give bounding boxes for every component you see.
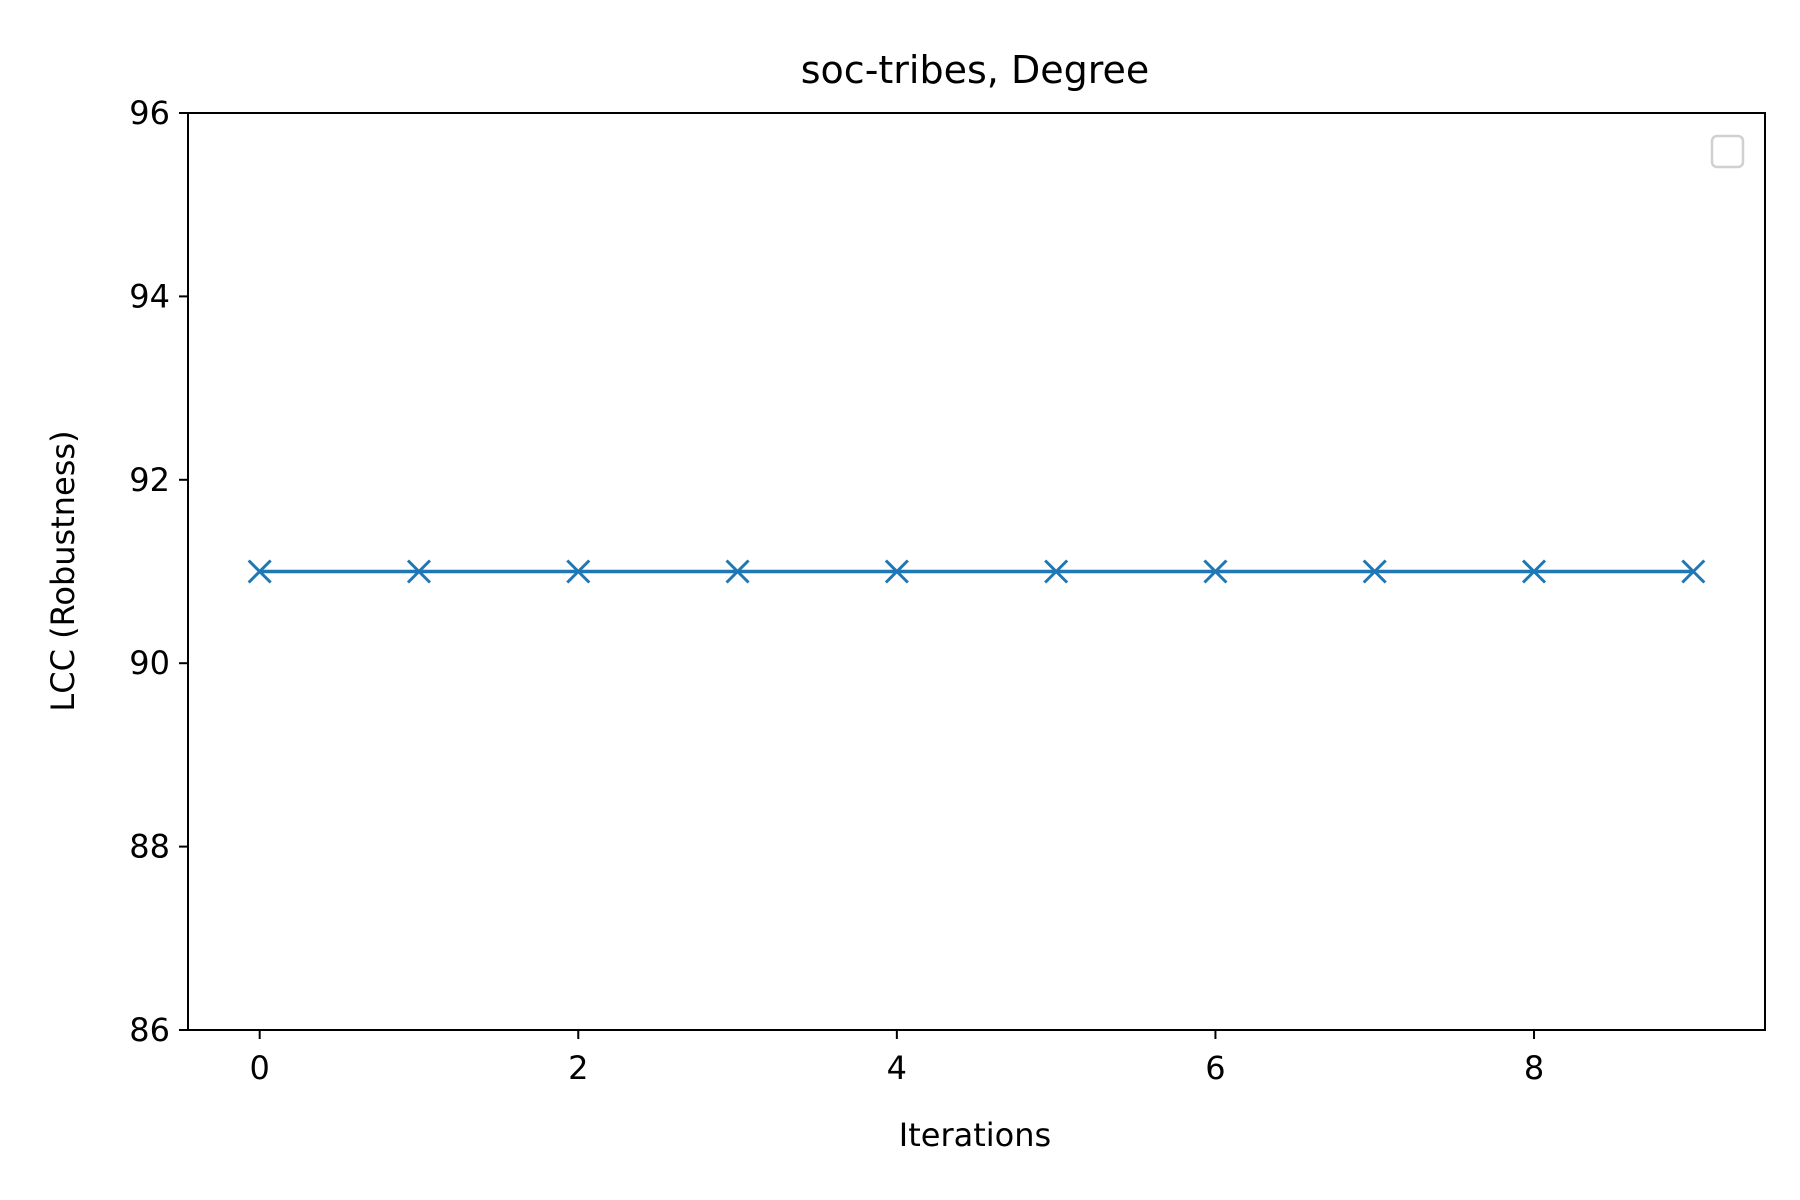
legend xyxy=(1710,134,1745,169)
y-tick-label: 92 xyxy=(129,461,170,499)
data-point-marker xyxy=(1681,559,1706,584)
x-tick-label: 0 xyxy=(250,1049,270,1087)
x-tick-label: 8 xyxy=(1524,1049,1544,1087)
data-point-marker xyxy=(406,559,432,584)
y-tick-label: 94 xyxy=(129,277,170,315)
x-tick-label: 2 xyxy=(568,1049,588,1087)
y-tick-label: 86 xyxy=(129,1011,170,1049)
chart-title: soc-tribes, Degree xyxy=(801,48,1150,92)
data-point-marker xyxy=(566,559,591,584)
data-point-marker xyxy=(247,559,272,584)
y-tick-label: 96 xyxy=(129,94,170,132)
data-point-marker xyxy=(725,559,750,584)
y-axis-label: LCC (Robustness) xyxy=(44,430,82,711)
data-point-marker xyxy=(884,559,909,584)
data-point-marker xyxy=(1362,559,1387,584)
x-axis-label: Iterations xyxy=(899,1116,1051,1154)
plot-frame xyxy=(187,112,1766,1031)
plot-area xyxy=(247,559,1706,584)
x-axis: 0 2 4 6 8 xyxy=(250,1030,1544,1087)
y-axis: 86 88 90 92 94 96 xyxy=(129,94,188,1049)
data-point-marker xyxy=(1521,559,1547,584)
data-point-marker xyxy=(1044,559,1069,584)
x-tick-label: 4 xyxy=(887,1049,907,1087)
data-point-marker xyxy=(1203,559,1228,584)
y-tick-label: 90 xyxy=(129,644,170,682)
x-tick-label: 6 xyxy=(1205,1049,1225,1087)
legend-box xyxy=(1710,134,1745,169)
y-tick-label: 88 xyxy=(129,828,170,866)
